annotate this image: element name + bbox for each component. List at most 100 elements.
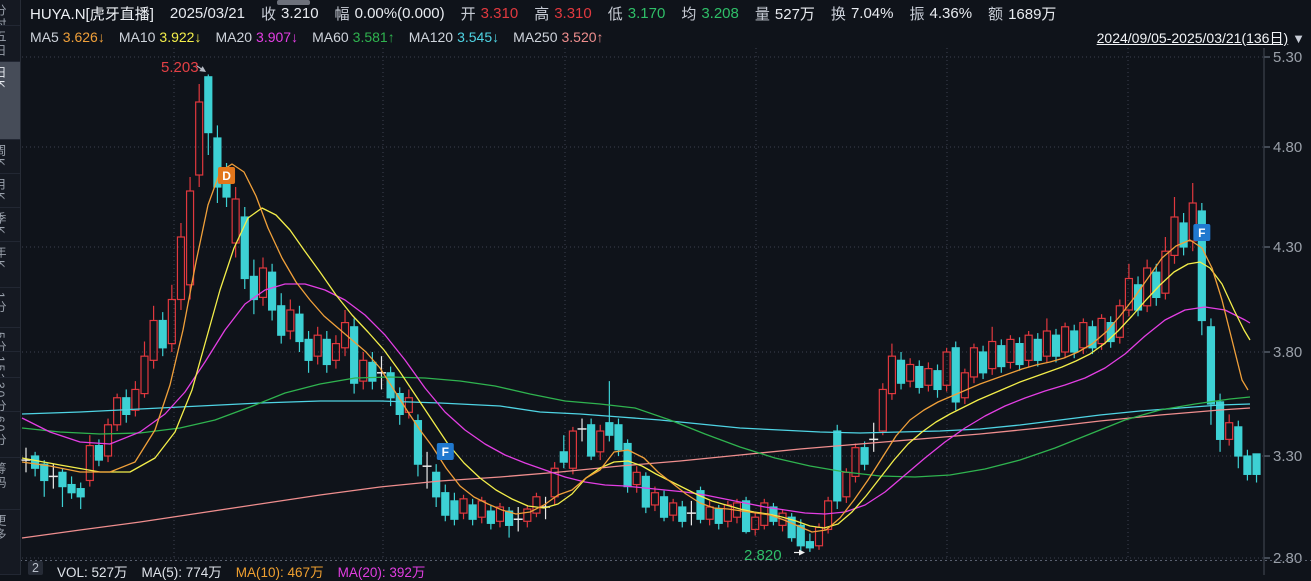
rail-tab-13[interactable]: 筹码: [0, 458, 20, 510]
quote-field: 振 4.36%: [909, 3, 972, 24]
rail-tab-label: 年K: [0, 246, 7, 271]
candle-up: [1170, 216, 1179, 257]
candle-down: [1215, 401, 1225, 440]
ma-line-ma250: [21, 407, 1251, 539]
candle-down: [605, 422, 614, 436]
price-axis-label: 3.80: [1273, 344, 1302, 361]
candle-down: [322, 338, 331, 366]
candle-down: [787, 516, 796, 539]
rail-tab-5[interactable]: 月K: [0, 174, 20, 208]
candle-up: [669, 502, 678, 516]
rail-tab-12[interactable]: 60分: [0, 412, 20, 458]
candle-down: [951, 347, 960, 403]
quote-field: 幅 0.00%(0.000): [335, 3, 445, 24]
volume-values: VOL: 527万 MA(5): 774万 MA(10): 467万 MA(20): …: [57, 561, 425, 581]
candle-up: [596, 430, 605, 453]
rail-tab-3[interactable]: 日K: [0, 62, 20, 140]
ma-legend-label: MA60: [312, 28, 349, 45]
volume-field: MA(5): 774万: [141, 565, 222, 580]
candle-down: [413, 420, 423, 465]
candle-down: [76, 488, 85, 498]
candle-down: [94, 445, 104, 461]
candle-up: [1188, 202, 1197, 242]
quote-field: 换 7.04%: [831, 3, 894, 24]
rail-tab-label: 日K: [0, 66, 7, 91]
volume-field: VOL: 527万: [56, 565, 128, 580]
candle-up: [1061, 326, 1070, 353]
event-marker-letter: F: [1198, 226, 1205, 240]
date-range-text[interactable]: 2024/09/05-2025/03/21(136日): [1096, 30, 1289, 46]
quote-fields: 收 3.210 幅 0.00%(0.000) 开 3.310 高 3.310 低 3.170 均 3.…: [261, 3, 1056, 24]
candle-up: [1124, 277, 1134, 311]
quote-field-label: 振: [909, 5, 925, 23]
candle-up: [632, 471, 641, 486]
candle-up: [1079, 322, 1088, 349]
rail-tab-2[interactable]: 五日: [0, 26, 20, 62]
high-price-annotation: 5.203: [161, 59, 199, 76]
ma-legend-label: MA20: [215, 28, 253, 45]
price-axis-label: 2.80: [1273, 550, 1302, 567]
price-axis-label: 5.30: [1273, 49, 1302, 66]
candle-down: [741, 500, 751, 533]
candle-down: [295, 313, 304, 343]
rail-tab-8[interactable]: 1分: [0, 288, 20, 328]
rail-tab-14[interactable]: 更多: [0, 510, 20, 575]
rail-tab-label: 五日: [0, 30, 7, 58]
candle-up: [751, 516, 760, 531]
rail-tab-11[interactable]: 30分: [0, 378, 20, 412]
quote-date: 2025/03/21: [169, 4, 245, 22]
candle-down: [1234, 426, 1243, 457]
rail-tab-label: 季K: [0, 212, 7, 237]
event-marker-d[interactable]: [218, 167, 236, 184]
quote-field-label: 开: [460, 5, 476, 23]
candle-down: [641, 475, 650, 508]
chevron-down-icon[interactable]: ▼: [1292, 30, 1305, 46]
candle-down: [240, 216, 249, 280]
volume-field: MA(10): 467万: [235, 565, 324, 580]
candle-up: [185, 190, 195, 286]
candle-down: [122, 397, 131, 416]
window-grip[interactable]: [277, 0, 310, 5]
date-range-selector[interactable]: 2024/09/05-2025/03/21(136日) ▼: [1097, 28, 1305, 48]
quote-bar: HUYA.N[虎牙直播] 2025/03/21 收 3.210 幅 0.00%(0.0…: [20, 0, 1311, 26]
ma-legend-value: 3.581↑: [352, 28, 395, 45]
ma-legend-value: 3.922↓: [159, 28, 202, 45]
volume-pane-header: 2 VOL: 527万 MA(5): 774万 MA(10): 467万 MA(20)…: [20, 561, 1311, 581]
ma-legend-value: 3.545↓: [457, 28, 500, 45]
ma-legend-value: 3.626↓: [62, 28, 105, 45]
candle-up: [778, 512, 787, 526]
rail-tab-10[interactable]: 15分: [0, 352, 20, 378]
rail-tab-6[interactable]: 季K: [0, 208, 20, 242]
candle-down: [450, 500, 459, 520]
candle-up: [331, 343, 341, 361]
event-marker-f[interactable]: [1193, 224, 1211, 241]
event-marker-f[interactable]: [436, 443, 454, 460]
candle-up: [1115, 305, 1124, 338]
candle-down: [277, 305, 286, 336]
candle-down: [441, 492, 450, 516]
candle-down: [1243, 455, 1252, 475]
quote-field-label: 换: [830, 5, 846, 23]
candle-up: [286, 309, 295, 332]
candle-down: [1252, 453, 1261, 475]
candle-down: [249, 275, 258, 301]
quote-field-value: 7.04%: [850, 4, 894, 22]
ma-legend-value: 3.907↓: [256, 28, 299, 45]
quote-field-label: 额: [988, 5, 1004, 23]
rail-tab-1[interactable]: 分时: [0, 0, 20, 26]
rail-tab-4[interactable]: 周K: [0, 140, 20, 174]
rail-tab-7[interactable]: 年K: [0, 242, 20, 288]
candle-up: [878, 388, 887, 432]
ma-line-ma20: [21, 283, 1251, 515]
candle-down: [1070, 330, 1079, 353]
candle-down: [504, 510, 514, 526]
rail-tab-label: 30分: [0, 382, 7, 412]
candle-up: [532, 496, 541, 514]
rail-tab-9[interactable]: 5分: [0, 328, 20, 352]
candle-down: [915, 365, 924, 388]
quote-field-value: 0.00%(0.000): [354, 4, 445, 22]
quote-field-value: 3.208: [701, 4, 739, 22]
candle-down: [486, 510, 495, 524]
